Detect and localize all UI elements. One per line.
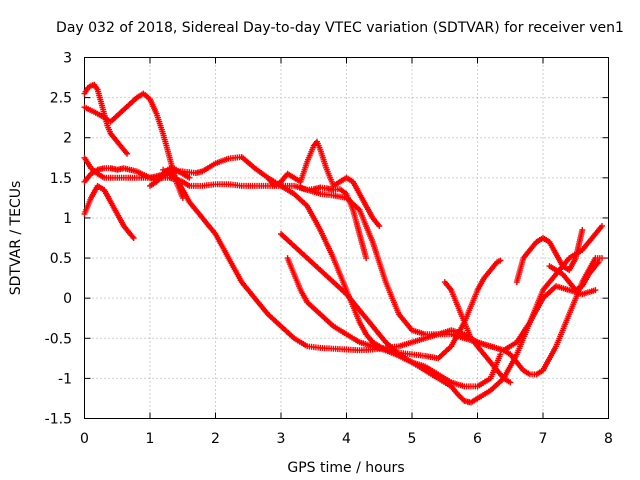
data-points (513, 227, 586, 286)
x-tick-labels: 0 1 2 3 4 5 6 7 8 (80, 431, 613, 447)
data-points (284, 255, 504, 362)
data-points (278, 223, 605, 406)
data-points (81, 165, 605, 378)
series-track-5 (81, 165, 605, 378)
x-tick-label: 8 (604, 431, 613, 447)
y-tick-label: -1 (58, 371, 72, 387)
y-tick-label: 1.5 (50, 171, 72, 187)
y-tick-label: 0.5 (50, 251, 72, 267)
y-tick-label: 0 (63, 291, 72, 307)
x-axis-label: GPS time / hours (287, 460, 404, 476)
y-tick-label: 2.5 (50, 91, 72, 107)
data-points (81, 182, 137, 241)
y-tick-labels: -1.5 -1 -0.5 0 0.5 1 1.5 2 2.5 3 (45, 51, 72, 428)
y-tick-label: 2 (63, 131, 72, 147)
x-tick-label: 3 (277, 431, 286, 447)
series-track-10 (284, 255, 504, 362)
series-group (81, 81, 605, 406)
series-track-14 (546, 259, 602, 294)
x-tick-label: 4 (342, 431, 351, 447)
x-tick-label: 2 (211, 431, 220, 447)
x-tick-label: 7 (539, 431, 548, 447)
chart-title: Day 032 of 2018, Sidereal Day-to-day VTE… (56, 20, 624, 36)
series-track-13 (513, 227, 586, 286)
data-points (297, 184, 370, 262)
x-tick-label: 0 (80, 431, 89, 447)
data-points (441, 279, 514, 386)
x-tick-label: 1 (146, 431, 155, 447)
y-axis-label: SDTVAR / TECUs (8, 181, 24, 296)
x-tick-label: 5 (408, 431, 417, 447)
data-points (264, 138, 383, 229)
y-tick-label: -1.5 (45, 412, 72, 428)
y-tick-label: -0.5 (45, 331, 72, 347)
y-tick-label: 1 (63, 211, 72, 227)
series-track-11 (297, 184, 370, 262)
series-track-8 (264, 138, 383, 229)
series-track-9 (278, 223, 605, 406)
x-tick-label: 6 (473, 431, 482, 447)
series-track-4 (81, 182, 137, 241)
data-points (546, 259, 602, 294)
y-tick-label: 3 (63, 51, 72, 67)
series-track-12 (441, 279, 514, 386)
grid (84, 57, 609, 419)
